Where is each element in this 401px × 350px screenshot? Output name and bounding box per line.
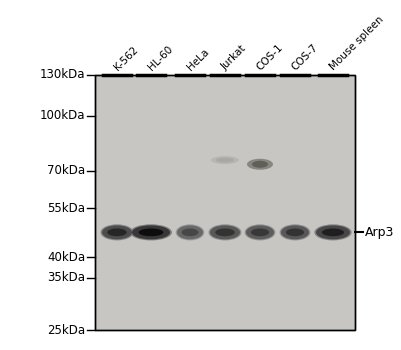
Text: 35kDa: 35kDa <box>47 272 85 285</box>
Text: 130kDa: 130kDa <box>40 69 85 82</box>
Text: COS-7: COS-7 <box>290 42 320 72</box>
Text: HeLa: HeLa <box>185 46 211 72</box>
Ellipse shape <box>286 229 304 236</box>
Ellipse shape <box>215 229 235 236</box>
Text: HL-60: HL-60 <box>146 43 174 72</box>
Bar <box>95 75 355 330</box>
Ellipse shape <box>177 225 203 239</box>
Text: Jurkat: Jurkat <box>220 43 249 72</box>
Ellipse shape <box>102 225 132 239</box>
Ellipse shape <box>209 224 241 240</box>
Text: 25kDa: 25kDa <box>47 323 85 336</box>
Ellipse shape <box>251 229 269 236</box>
Ellipse shape <box>314 224 352 240</box>
Ellipse shape <box>211 156 239 164</box>
Ellipse shape <box>322 229 344 236</box>
Text: K-562: K-562 <box>112 44 140 72</box>
Text: 40kDa: 40kDa <box>47 251 85 264</box>
Ellipse shape <box>247 159 273 170</box>
Text: Arp3: Arp3 <box>365 226 394 239</box>
Ellipse shape <box>252 161 268 168</box>
Ellipse shape <box>279 224 310 240</box>
Ellipse shape <box>316 225 350 239</box>
Ellipse shape <box>216 158 234 163</box>
Ellipse shape <box>132 225 170 239</box>
Ellipse shape <box>139 229 163 236</box>
Ellipse shape <box>130 224 172 240</box>
Ellipse shape <box>210 225 240 239</box>
Text: 55kDa: 55kDa <box>47 202 85 215</box>
Ellipse shape <box>245 224 275 240</box>
Text: Mouse spleen: Mouse spleen <box>328 14 385 72</box>
Ellipse shape <box>281 225 309 239</box>
Bar <box>95 75 355 330</box>
Ellipse shape <box>176 224 204 240</box>
Text: 70kDa: 70kDa <box>47 164 85 177</box>
Ellipse shape <box>107 229 127 236</box>
Ellipse shape <box>246 225 274 239</box>
Ellipse shape <box>101 224 134 240</box>
Text: 100kDa: 100kDa <box>40 109 85 122</box>
Text: COS-1: COS-1 <box>255 42 285 72</box>
Ellipse shape <box>182 229 198 236</box>
